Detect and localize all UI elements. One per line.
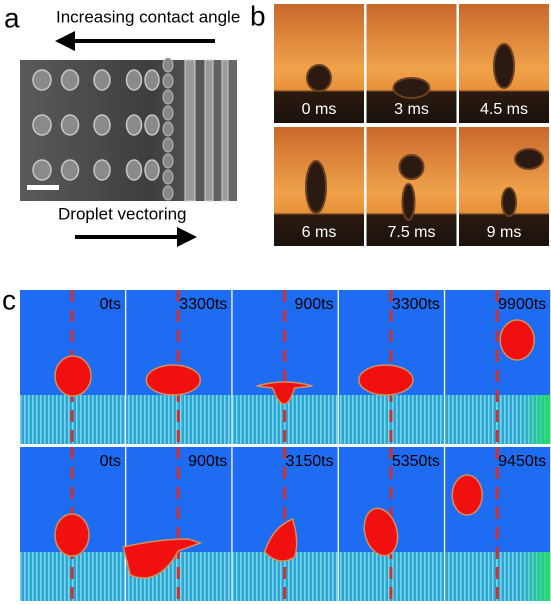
droplet [392, 77, 431, 99]
pillar [60, 69, 80, 91]
timestep-label: 0ts [100, 453, 121, 470]
time-label: 6 ms [302, 224, 337, 241]
pillar [32, 69, 52, 91]
sim-frame: 0ts [20, 447, 125, 601]
sem-image [20, 57, 237, 202]
timestep-label: 900ts [294, 296, 333, 313]
timestep-label: 3300ts [179, 296, 227, 313]
droplet [54, 355, 92, 397]
droplet [122, 538, 203, 579]
pillar [162, 169, 174, 185]
droplet [514, 148, 544, 170]
pillar [162, 185, 174, 201]
sim-frame: 9900ts [445, 290, 551, 444]
timestep-label: 0ts [100, 296, 121, 313]
time-label: 3 ms [394, 101, 429, 118]
pillar [162, 57, 174, 73]
timestep-label: 900ts [188, 453, 227, 470]
droplet [499, 319, 535, 361]
panel-label: b [250, 0, 266, 31]
droplet [256, 381, 313, 405]
panel-label: a [4, 2, 20, 33]
pillar [144, 114, 160, 136]
droplet [358, 364, 414, 396]
photo-grid: 0 ms 3 ms 4.5 ms 6 ms 7.5 ms 9 ms [274, 4, 549, 246]
time-label: 7.5 ms [387, 224, 435, 241]
sim-frame: 3150ts [232, 447, 338, 601]
timestep-label: 9900ts [498, 296, 546, 313]
arrow-caption: Increasing contact angle [56, 7, 240, 26]
pillar [60, 159, 80, 181]
pillar [162, 153, 174, 169]
sim-frame: 5350ts [338, 447, 444, 601]
green-edge [520, 552, 551, 601]
pillar [93, 69, 111, 91]
ridge [204, 59, 214, 202]
pillar [162, 121, 174, 137]
pillar [125, 69, 143, 91]
pillar [162, 89, 174, 105]
arrow-caption: Droplet vectoring [58, 204, 187, 223]
time-label: 9 ms [487, 224, 522, 241]
timestep-label: 9450ts [498, 453, 546, 470]
pillar [162, 137, 174, 153]
pillar [32, 114, 52, 136]
photo-frame [274, 4, 364, 123]
simulation-grid: 0ts 3300ts 900ts 3300ts 9900ts 0ts 900ts 3150ts… [20, 290, 551, 601]
timestep-label: 3150ts [286, 453, 334, 470]
droplet [306, 64, 332, 92]
pillar [162, 73, 174, 89]
droplet [451, 474, 483, 516]
timestep-label: 3300ts [392, 296, 440, 313]
sim-frame: 900ts [122, 447, 232, 601]
green-edge [520, 395, 551, 444]
pillar [144, 69, 160, 91]
droplet [363, 507, 399, 557]
droplet [263, 517, 298, 562]
timestep-label: 5350ts [392, 453, 440, 470]
time-label: 4.5 ms [480, 101, 528, 118]
ridge [221, 59, 229, 202]
ridge [184, 59, 196, 202]
pillar [93, 159, 111, 181]
photo-frame [459, 127, 549, 246]
sim-frame: 3300ts [126, 290, 232, 444]
pillar [125, 159, 143, 181]
time-label: 0 ms [302, 101, 337, 118]
pillar [125, 114, 143, 136]
droplet [401, 183, 416, 221]
sim-frame: 0ts [20, 290, 125, 444]
photo-frame [366, 4, 457, 123]
arrow-head [177, 227, 197, 247]
panel-label: c [2, 284, 16, 315]
pillar [144, 159, 160, 181]
arrow-head [55, 31, 75, 51]
droplet [501, 187, 517, 217]
sim-frame: 3300ts [338, 290, 444, 444]
pillar [60, 114, 80, 136]
droplet [145, 364, 202, 396]
droplet [398, 154, 425, 180]
pillar [162, 105, 174, 121]
pillar [93, 114, 111, 136]
droplet [305, 160, 327, 214]
sim-frame: 9450ts [445, 447, 551, 601]
scale-bar [27, 185, 59, 190]
sim-frame: 900ts [232, 290, 338, 444]
droplet [493, 43, 515, 89]
droplet [54, 513, 90, 557]
pillar [32, 159, 52, 181]
